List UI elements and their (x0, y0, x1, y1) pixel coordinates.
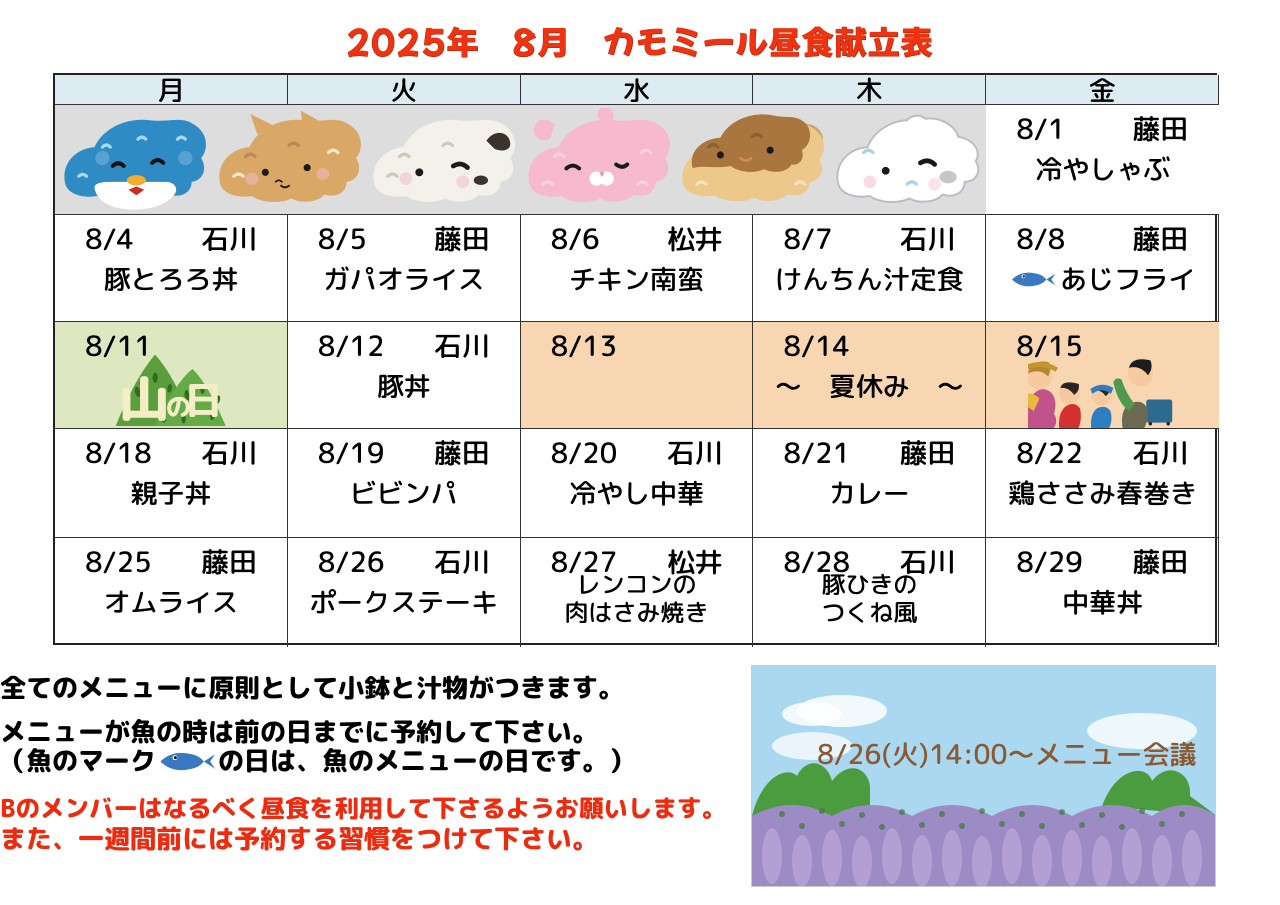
svg-text:山: 山 (119, 364, 169, 428)
svg-text:日: 日 (185, 374, 222, 426)
svg-text:8/26(火)14:00～メニュー会議: 8/26(火)14:00～メニュー会議 (817, 735, 1197, 773)
